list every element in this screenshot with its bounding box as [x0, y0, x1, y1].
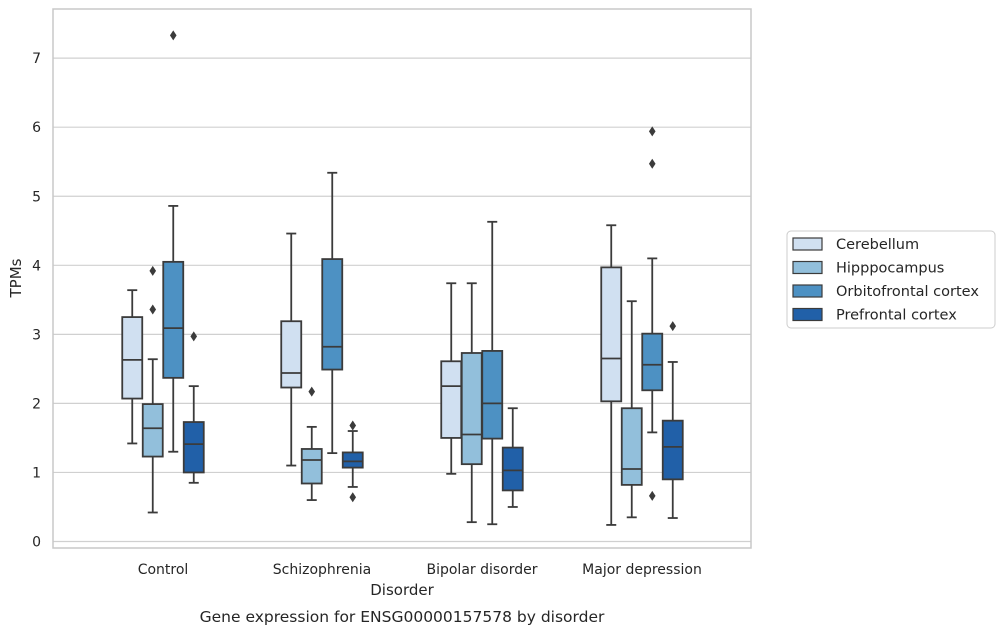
box-body [341, 451, 364, 469]
legend-label: Cerebellum [836, 237, 919, 253]
legend-swatch [792, 260, 823, 275]
outlier-point [349, 492, 357, 503]
outlier-point [149, 265, 157, 276]
x-axis-label: Disorder [370, 581, 434, 599]
legend-label: Orbitofrontal cortex [836, 284, 979, 300]
box-cerebellum [280, 232, 303, 467]
box-body [661, 419, 684, 481]
grid-lines [53, 57, 751, 543]
y-tick-label: 6 [32, 120, 41, 136]
box-prefrontal-cortex [501, 407, 524, 508]
y-tick-label: 3 [32, 327, 41, 343]
box-body [162, 260, 185, 379]
box-orbitofrontal-cortex [162, 30, 185, 453]
legend-item: Prefrontal cortex [792, 307, 957, 324]
box-body [300, 448, 323, 485]
x-tick-label: Control [138, 562, 189, 578]
y-tick-labels: 0 1 2 3 4 5 6 7 [32, 51, 41, 550]
box-prefrontal-cortex [182, 331, 205, 484]
legend-label: Hipppocampus [836, 261, 944, 277]
box-orbitofrontal-cortex [641, 126, 664, 501]
x-tick-label: Major depression [582, 562, 702, 578]
box-cerebellum [440, 282, 463, 475]
box-body [600, 266, 623, 403]
legend-frame [786, 230, 996, 329]
legend-swatch [792, 237, 823, 251]
y-tick-label: 5 [32, 189, 41, 205]
y-tick-label: 2 [32, 396, 41, 412]
legend: Cerebellum Hipppocampus Orbitofrontal cort… [786, 230, 996, 329]
outlier-point [149, 304, 157, 315]
plot-frame [52, 8, 752, 549]
outlier-point [648, 158, 656, 169]
box-body [121, 316, 144, 400]
box-orbitofrontal-cortex [321, 171, 344, 455]
box-orbitofrontal-cortex [481, 220, 504, 526]
box-body [280, 320, 303, 389]
box-body [182, 421, 205, 474]
box-prefrontal-cortex [661, 321, 684, 519]
legend-item: Cerebellum [792, 237, 919, 253]
box-body [141, 403, 164, 458]
legend-label: Prefrontal cortex [836, 308, 957, 324]
outlier-point [669, 321, 677, 332]
box-body [481, 350, 504, 440]
box-hipppocampus [141, 265, 164, 514]
x-tick-label: Schizophrenia [273, 562, 371, 578]
outlier-point [648, 126, 656, 137]
box-body [620, 407, 643, 486]
outlier-point [190, 331, 198, 342]
legend-swatch [792, 284, 823, 298]
y-tick-label: 7 [32, 51, 41, 67]
outlier-point [349, 420, 357, 431]
y-axis-label: TPMs [7, 258, 25, 298]
legend-item: Hipppocampus [792, 260, 944, 277]
box-cerebellum [600, 224, 623, 526]
y-tick-label: 1 [32, 465, 41, 481]
box-hipppocampus [620, 300, 643, 519]
legend-item: Orbitofrontal cortex [792, 284, 979, 300]
legend-swatch [792, 307, 823, 322]
outlier-point [648, 490, 656, 501]
box-cerebellum [121, 289, 144, 445]
box-body [460, 352, 483, 466]
y-tick-label: 4 [32, 258, 41, 274]
figure-caption: Gene expression for ENSG00000157578 by d… [200, 608, 605, 626]
x-tick-labels: Control Schizophrenia Bipolar disorder Majo… [138, 562, 702, 578]
box-hipppocampus [460, 282, 483, 524]
box-body [440, 360, 463, 439]
box-plots [121, 30, 684, 526]
box-body [501, 446, 524, 492]
box-prefrontal-cortex [341, 420, 364, 503]
box-body [321, 258, 344, 371]
y-tick-label: 0 [32, 535, 41, 551]
outlier-point [308, 386, 316, 397]
outlier-point [169, 30, 177, 41]
box-body [641, 332, 664, 392]
box-hipppocampus [300, 386, 323, 501]
x-tick-label: Bipolar disorder [426, 562, 537, 578]
